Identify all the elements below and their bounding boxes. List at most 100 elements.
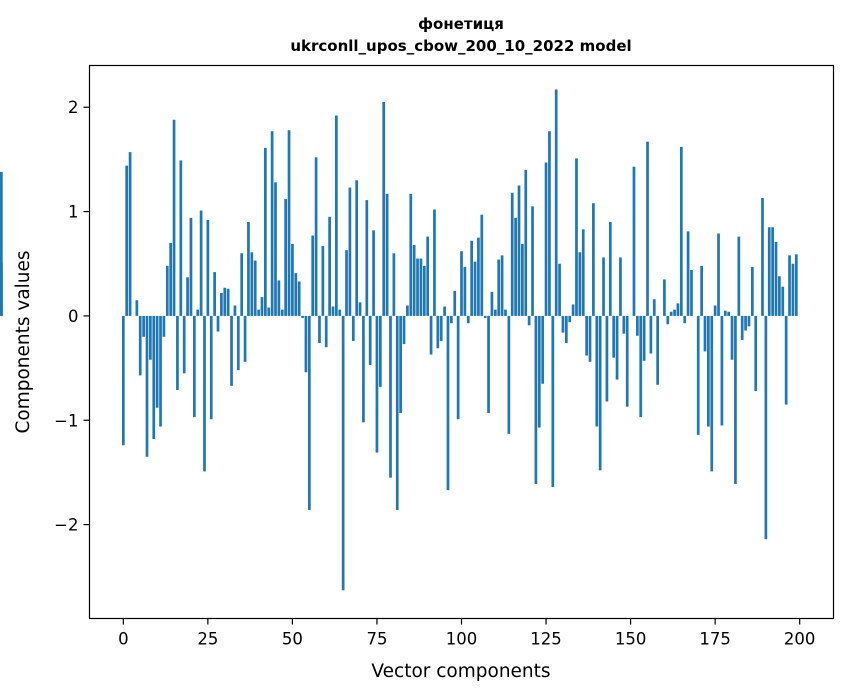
bar-67 — [348, 187, 352, 316]
bar-79 — [389, 315, 392, 478]
bar-151 — [632, 166, 636, 316]
y-tick-label: −2 — [54, 516, 78, 535]
x-ticks-group: 0 25 50 75 100 125 150 175 200 — [118, 618, 815, 649]
bar-109 — [490, 291, 494, 316]
bar-111 — [497, 259, 501, 316]
bar-62 — [331, 306, 335, 316]
bar-193 — [774, 241, 778, 316]
bar-76 — [378, 315, 382, 387]
bar-undefined — [0, 262, 3, 316]
bar-180 — [730, 315, 734, 360]
bar-56 — [311, 235, 315, 316]
bar-168 — [690, 270, 693, 316]
bar-176 — [717, 233, 720, 316]
bar-178 — [723, 310, 727, 316]
bar-47 — [280, 309, 284, 316]
bar-7 — [145, 315, 149, 457]
bar-96 — [446, 315, 450, 491]
bar-22 — [196, 309, 200, 316]
bar-18 — [182, 315, 186, 374]
bar-28 — [216, 315, 220, 332]
bar-115 — [510, 192, 514, 316]
bar-119 — [524, 169, 528, 316]
bar-196 — [784, 315, 788, 405]
bar-53 — [301, 315, 304, 319]
bar-0 — [121, 315, 125, 446]
bar-190 — [764, 315, 768, 540]
x-tick-label: 25 — [197, 630, 218, 649]
bar-98 — [453, 290, 457, 316]
bar-170 — [696, 315, 700, 435]
bar-95 — [443, 306, 446, 316]
bar-23 — [199, 210, 203, 316]
chart-title-line1: фонетиця — [418, 15, 504, 33]
bar-139 — [592, 203, 595, 316]
bar-52 — [297, 281, 301, 316]
bar-40 — [257, 309, 260, 316]
bar-71 — [362, 315, 365, 423]
bar-157 — [652, 299, 656, 316]
bar-166 — [683, 315, 687, 324]
bar-130 — [561, 315, 565, 333]
bar-156 — [649, 315, 653, 354]
bar-179 — [727, 311, 731, 316]
bar-107 — [483, 315, 487, 319]
bar-153 — [639, 315, 643, 418]
bar-72 — [365, 200, 369, 316]
bar-184 — [744, 315, 747, 331]
bar-93 — [436, 315, 440, 349]
bar-163 — [673, 309, 676, 316]
bar-70 — [358, 302, 362, 316]
bar-138 — [588, 315, 592, 362]
x-tick-label: 100 — [446, 630, 478, 649]
bar-154 — [642, 315, 646, 361]
bar-141 — [598, 315, 602, 471]
bar-191 — [767, 227, 771, 316]
bar-89 — [422, 265, 426, 316]
bar-187 — [754, 315, 758, 392]
bar-87 — [416, 258, 419, 316]
bar-197 — [788, 255, 791, 316]
bar-100 — [460, 251, 463, 316]
bar-146 — [615, 315, 619, 380]
bar-9 — [152, 315, 156, 440]
bar-65 — [341, 315, 345, 591]
bar-25 — [206, 219, 210, 316]
x-tick-label: 150 — [615, 630, 647, 649]
bar-29 — [220, 292, 223, 316]
bar-90 — [426, 236, 430, 316]
bar-38 — [250, 252, 254, 316]
bar-66 — [345, 250, 348, 316]
bar-30 — [223, 287, 227, 316]
bar-63 — [335, 115, 338, 316]
bar-103 — [470, 240, 473, 316]
bar-137 — [585, 315, 588, 356]
bar-11 — [159, 315, 162, 427]
bar-186 — [750, 266, 754, 316]
bar-14 — [169, 242, 173, 316]
bar-136 — [581, 229, 585, 316]
bar-143 — [605, 315, 609, 402]
bar-58 — [318, 315, 321, 344]
bar-27 — [213, 272, 216, 316]
bar-5 — [138, 315, 142, 376]
bar-37 — [247, 222, 250, 316]
bar-177 — [720, 315, 724, 426]
bar-198 — [791, 263, 795, 316]
bar-140 — [595, 315, 599, 427]
bar-189 — [761, 198, 764, 316]
bar-125 — [544, 162, 548, 316]
bar-127 — [551, 315, 555, 488]
bar-88 — [419, 258, 423, 316]
bar-68 — [351, 315, 355, 341]
bar-19 — [186, 277, 189, 316]
bar-195 — [781, 286, 785, 316]
x-tick-label: 0 — [118, 630, 129, 649]
y-tick-label: −1 — [54, 411, 78, 430]
y-axis-label: Components values — [13, 250, 34, 433]
x-tick-label: 175 — [699, 630, 731, 649]
bar-13 — [165, 265, 169, 316]
bar-106 — [480, 214, 484, 316]
bar-147 — [619, 257, 622, 316]
bar-75 — [375, 315, 379, 453]
